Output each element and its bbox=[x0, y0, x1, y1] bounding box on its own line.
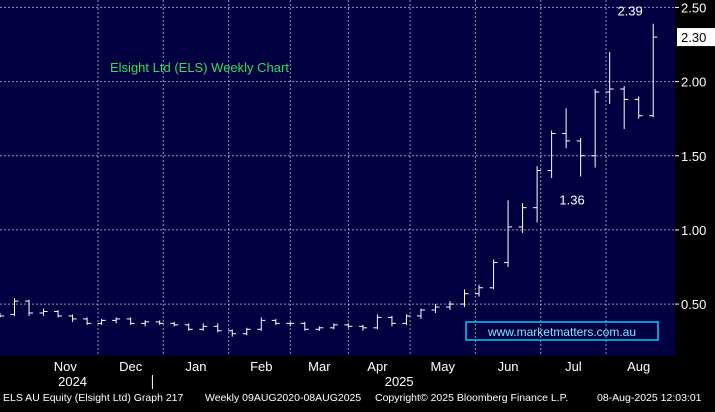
footer-range: Weekly 09AUG2020-08AUG2025 bbox=[205, 392, 362, 404]
last-price-label: 2.30 bbox=[681, 30, 706, 45]
watermark-text: www.marketmatters.com.au bbox=[487, 325, 636, 339]
month-label: Feb bbox=[250, 359, 272, 374]
month-label: Jul bbox=[565, 359, 582, 374]
month-label: Jun bbox=[498, 359, 519, 374]
month-label: Mar bbox=[308, 359, 331, 374]
year-label: 2025 bbox=[385, 374, 414, 389]
price-annotation: 2.39 bbox=[617, 4, 642, 19]
month-label: Apr bbox=[367, 359, 388, 374]
last-price-tag bbox=[677, 28, 715, 47]
footer-copyright: Copyright© 2025 Bloomberg Finance L.P. bbox=[375, 392, 569, 404]
year-label: 2024 bbox=[58, 374, 87, 389]
watermark-box bbox=[465, 321, 659, 341]
chart-title: Elsight Ltd (ELS) Weekly Chart bbox=[110, 60, 289, 75]
price-annotation: 1.36 bbox=[559, 193, 584, 208]
footer-security: ELS AU Equity (Elsight Ltd) Graph 217 bbox=[3, 392, 184, 404]
footer-timestamp: 08-Aug-2025 12:03:01 bbox=[597, 392, 702, 404]
y-tick-label: 2.50 bbox=[681, 0, 706, 15]
plot-area bbox=[0, 0, 675, 356]
footer-bar: ELS AU Equity (Elsight Ltd) Graph 217 We… bbox=[0, 390, 715, 407]
y-tick-label: 0.50 bbox=[681, 297, 706, 312]
y-tick-label: 2.00 bbox=[681, 75, 706, 90]
month-label: Jan bbox=[185, 359, 206, 374]
y-tick-label: 1.50 bbox=[681, 149, 706, 164]
month-label: Aug bbox=[627, 359, 650, 374]
month-label: Nov bbox=[54, 359, 78, 374]
month-label: Dec bbox=[119, 359, 143, 374]
month-label: May bbox=[430, 359, 455, 374]
y-tick-label: 1.00 bbox=[681, 223, 706, 238]
